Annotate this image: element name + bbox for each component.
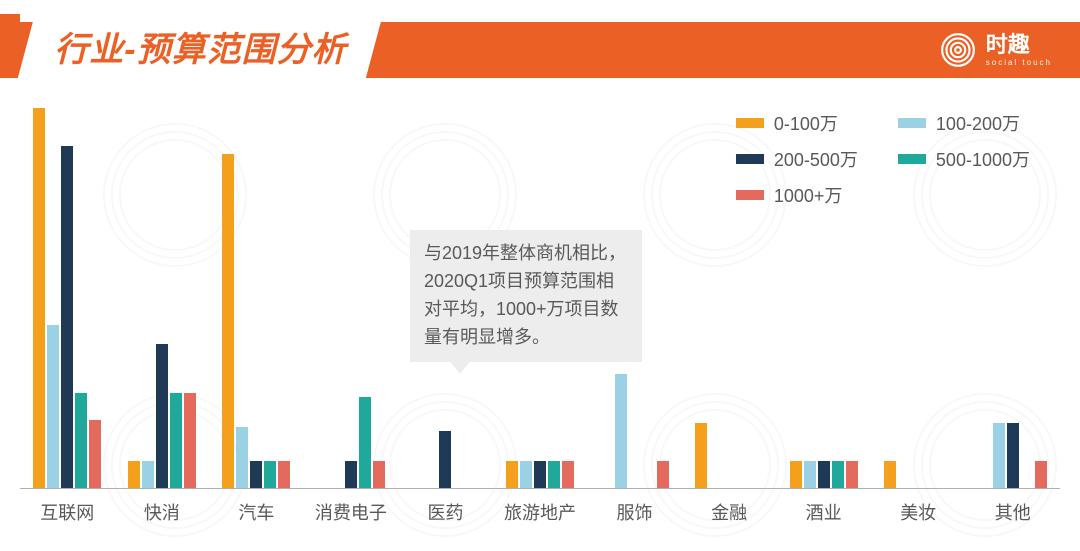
- bar-group: [871, 108, 966, 488]
- bar: [264, 461, 276, 488]
- bar: [345, 461, 357, 488]
- page-title: 行业-预算范围分析: [54, 22, 346, 71]
- bar: [562, 461, 574, 488]
- bar: [818, 461, 830, 488]
- bar: [142, 461, 154, 488]
- brand-logo: 时趣 social touch: [940, 32, 1052, 68]
- bar: [1035, 461, 1047, 488]
- bar: [804, 461, 816, 488]
- bar: [156, 344, 168, 488]
- bar: [846, 461, 858, 488]
- bar: [170, 393, 182, 488]
- bar: [61, 146, 73, 488]
- bar: [439, 431, 451, 488]
- bar: [278, 461, 290, 488]
- bar: [128, 461, 140, 488]
- bar: [790, 461, 802, 488]
- x-axis-label: 汽车: [209, 489, 304, 531]
- bar: [236, 427, 248, 488]
- bar: [359, 397, 371, 488]
- bar: [884, 461, 896, 488]
- bar: [506, 461, 518, 488]
- bar-group: [776, 108, 871, 488]
- x-axis-label: 消费电子: [304, 489, 399, 531]
- x-axis-label: 美妆: [871, 489, 966, 531]
- brand-name: 时趣: [986, 34, 1052, 56]
- x-axis-label: 旅游地产: [493, 489, 588, 531]
- page-title-slab: 行业-预算范围分析: [17, 14, 383, 81]
- x-axis-label: 金融: [682, 489, 777, 531]
- bar: [222, 154, 234, 488]
- bar-group: [682, 108, 777, 488]
- bar-group: [304, 108, 399, 488]
- bar: [615, 374, 627, 488]
- x-axis-label: 其他: [965, 489, 1060, 531]
- bar: [47, 325, 59, 488]
- bar-group: [115, 108, 210, 488]
- bar: [75, 393, 87, 488]
- bar: [33, 108, 45, 488]
- bar: [250, 461, 262, 488]
- bar: [695, 423, 707, 488]
- x-axis-label: 快消: [115, 489, 210, 531]
- x-axis-label: 酒业: [776, 489, 871, 531]
- brand-sub: social touch: [986, 58, 1052, 67]
- bar: [548, 461, 560, 488]
- bar: [89, 420, 101, 488]
- bar-group: [965, 108, 1060, 488]
- callout-box: 与2019年整体商机相比，2020Q1项目预算范围相对平均，1000+万项目数量…: [410, 230, 642, 362]
- bar: [373, 461, 385, 488]
- bar: [1007, 423, 1019, 488]
- bar: [832, 461, 844, 488]
- bar-group: [20, 108, 115, 488]
- bar-group: [209, 108, 304, 488]
- spiral-icon: [940, 32, 976, 68]
- bar: [520, 461, 532, 488]
- x-axis-label: 互联网: [20, 489, 115, 531]
- bar: [184, 393, 196, 488]
- bar: [993, 423, 1005, 488]
- x-axis-label: 服饰: [587, 489, 682, 531]
- bar: [657, 461, 669, 488]
- x-axis-label: 医药: [398, 489, 493, 531]
- bar: [534, 461, 546, 488]
- title-left-accent: [0, 14, 20, 70]
- x-axis-labels: 互联网快消汽车消费电子医药旅游地产服饰金融酒业美妆其他: [20, 489, 1060, 531]
- callout-text: 与2019年整体商机相比，2020Q1项目预算范围相对平均，1000+万项目数量…: [424, 243, 626, 347]
